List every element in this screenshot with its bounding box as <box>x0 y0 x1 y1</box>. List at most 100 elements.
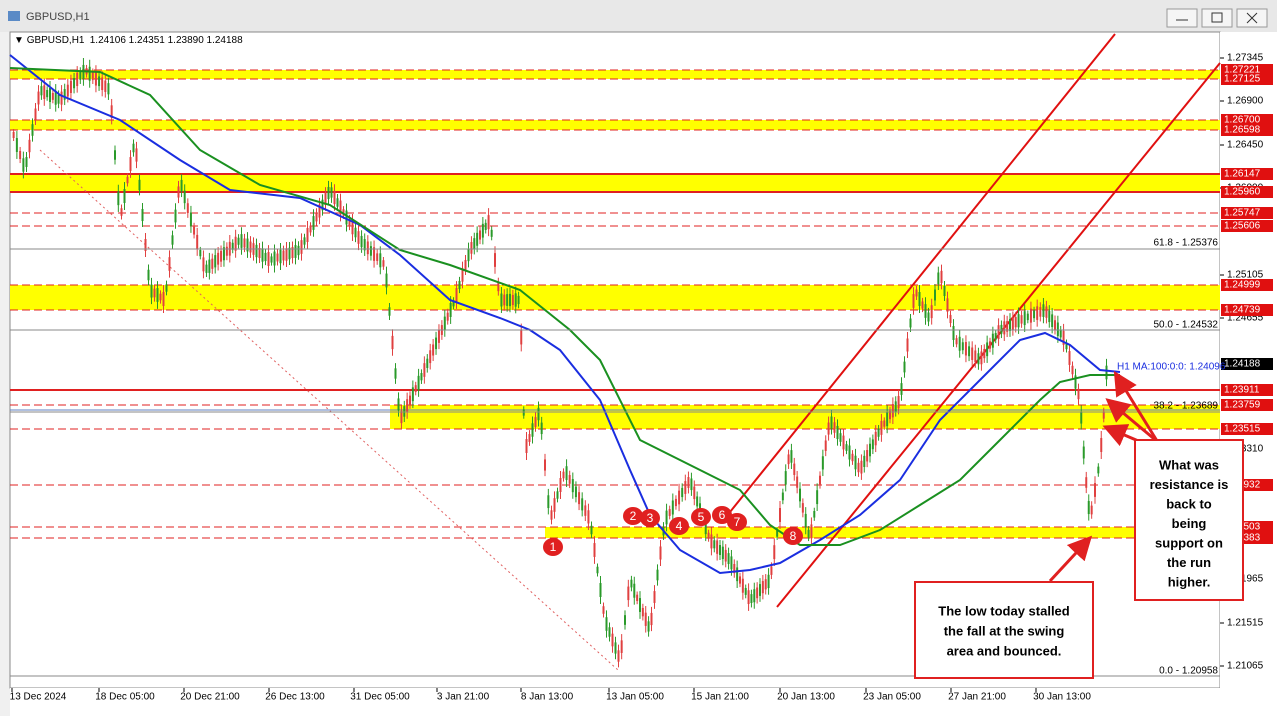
candle-body <box>528 434 531 442</box>
candle-body <box>336 198 339 207</box>
level-tag <box>1221 73 1273 85</box>
swing-label: 6 <box>719 508 726 522</box>
chart-area <box>9 31 1221 689</box>
candle-body <box>747 590 750 605</box>
candle-body <box>183 190 186 204</box>
window-icon <box>8 11 20 21</box>
minimize-button[interactable] <box>1166 8 1198 28</box>
candle-body <box>291 246 294 259</box>
candle-body <box>1071 365 1074 375</box>
candle-body <box>1100 438 1103 452</box>
candle-body <box>912 294 915 308</box>
candle-body <box>799 488 801 502</box>
candle-body <box>165 284 168 292</box>
candle-body <box>804 513 807 528</box>
candle-body <box>394 368 397 379</box>
swing-label: 7 <box>734 515 741 529</box>
time-labels: 13 Dec 2024 18 Dec 05:00 20 Dec 21:00 26 De… <box>10 688 1091 703</box>
candle-body <box>1090 505 1093 515</box>
candle-body <box>952 326 955 340</box>
candle-body <box>303 237 306 245</box>
candle-body <box>1097 466 1100 474</box>
candle-body <box>659 546 662 560</box>
candle-body <box>684 481 687 494</box>
candle-body <box>60 91 63 105</box>
candle-body <box>385 273 388 288</box>
candle-body <box>205 264 208 273</box>
candle-body <box>1029 308 1032 323</box>
candle-body <box>270 256 273 263</box>
candle-body <box>446 312 449 321</box>
candle-body <box>120 208 123 216</box>
level-label: 1.24739 <box>1224 305 1261 316</box>
candle-body <box>514 293 517 307</box>
candle-body <box>506 294 509 306</box>
candle-body <box>500 293 503 307</box>
candle-body <box>633 583 636 598</box>
level-tag <box>1221 279 1273 291</box>
candle-body <box>848 445 851 460</box>
level-label: 1.26598 <box>1224 125 1261 136</box>
candle-body <box>599 583 602 597</box>
candle-body <box>562 471 565 479</box>
time-label: 27 Jan 21:00 <box>948 692 1006 703</box>
candle-body <box>414 385 417 392</box>
candle-body <box>869 443 871 457</box>
swing-marker <box>712 506 732 524</box>
candle-body <box>678 490 681 505</box>
level-label: 1.25747 <box>1224 208 1261 219</box>
candle-body <box>531 423 534 437</box>
fib-label: 38.2 - 1.23689 <box>1154 401 1219 412</box>
candle-body <box>980 351 983 365</box>
candle-body <box>231 242 234 250</box>
window-buttons[interactable] <box>1166 8 1268 28</box>
current-price: 1.24188 <box>1224 359 1261 370</box>
candle-body <box>924 304 927 318</box>
candle-body <box>883 420 886 427</box>
candle-body <box>114 150 116 160</box>
candle-body <box>827 422 830 435</box>
candle-body <box>400 411 403 424</box>
candle-body <box>366 241 369 255</box>
candle-body <box>730 556 733 570</box>
ma-label: H1 MA:100:0:0: 1.24096 <box>1117 362 1226 373</box>
candle-body <box>306 228 309 242</box>
close-icon <box>1246 12 1258 24</box>
candle-body <box>994 333 997 340</box>
candle-body <box>681 487 684 498</box>
candle-body <box>653 591 656 603</box>
candle-body <box>624 615 626 625</box>
level-tag <box>1221 220 1273 232</box>
candle-body <box>1068 351 1071 365</box>
candle-body <box>199 250 202 257</box>
candle-body <box>288 247 291 260</box>
candle-body <box>889 410 891 420</box>
candle-body <box>69 80 72 93</box>
candle-body <box>481 223 484 238</box>
candle-body <box>126 176 129 184</box>
candle-body <box>756 587 759 599</box>
candle-body <box>51 92 54 100</box>
candle-body <box>641 607 644 617</box>
candle-body <box>443 316 446 331</box>
candle-body <box>584 505 587 516</box>
ma-200 <box>9 67 1120 546</box>
candle-body <box>537 407 540 421</box>
candle-body <box>494 253 496 267</box>
symbol: ▼ <box>14 35 27 46</box>
candle-body <box>891 404 894 418</box>
level-tag <box>1221 207 1273 219</box>
annotation-text: The low today stalled <box>938 603 1070 618</box>
candle-body <box>696 496 699 507</box>
candle-body <box>168 257 171 271</box>
maximize-button[interactable] <box>1201 8 1233 28</box>
axis-label: 1.21965 <box>1227 574 1264 585</box>
candle-body <box>1051 314 1054 328</box>
candle-body <box>656 569 659 581</box>
candle-body <box>15 138 18 152</box>
candle-body <box>214 255 217 268</box>
candle-body <box>779 508 781 522</box>
candle-body <box>25 157 28 167</box>
level-tag <box>1221 114 1273 126</box>
candle-body <box>327 186 330 200</box>
